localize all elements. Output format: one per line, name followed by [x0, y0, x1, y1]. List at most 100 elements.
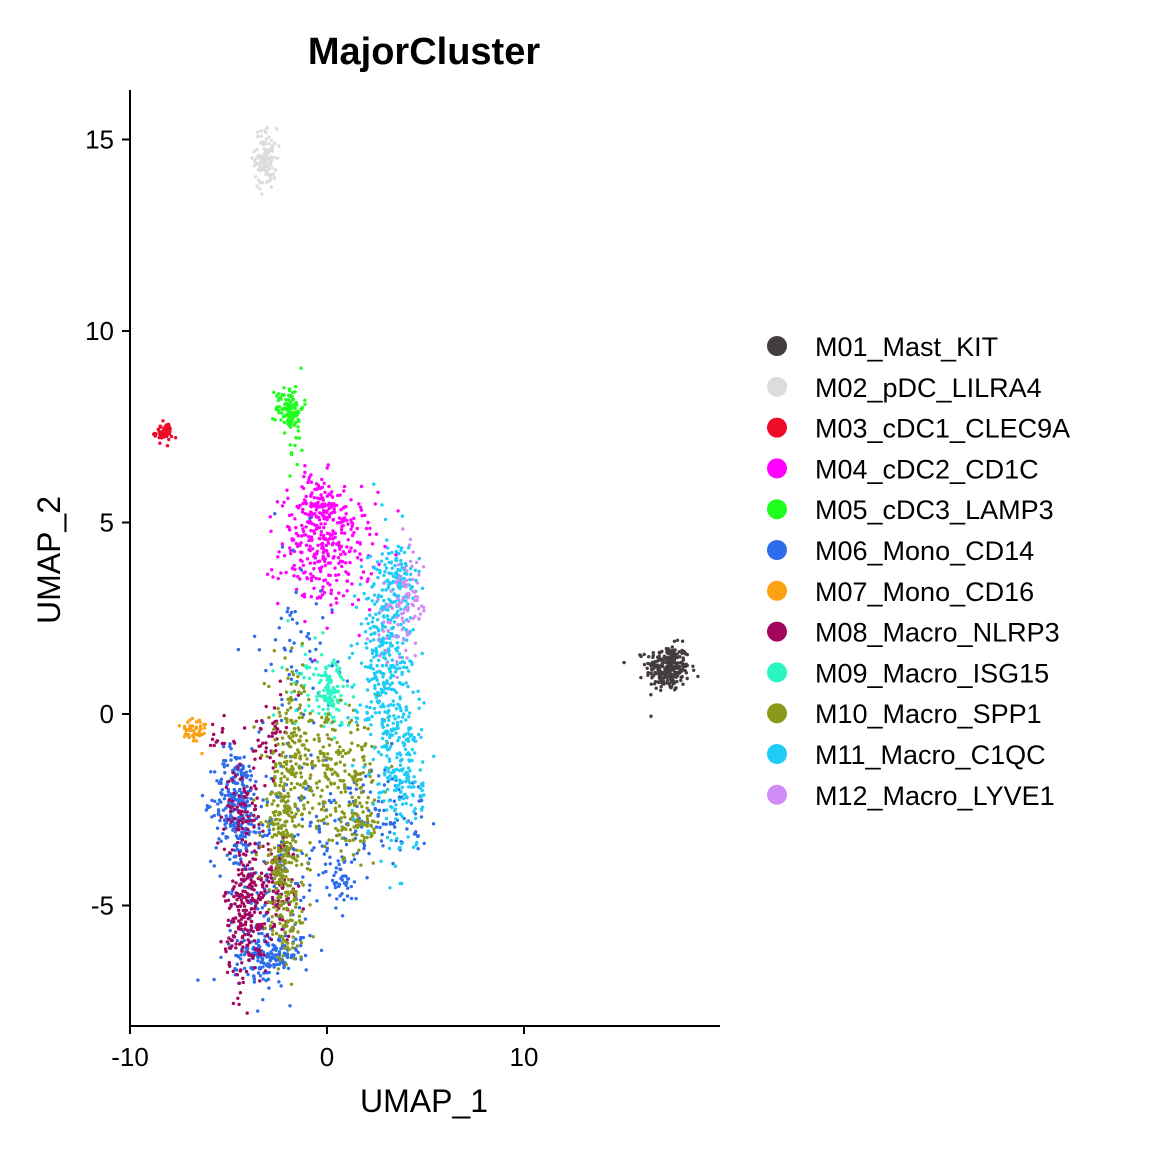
data-point	[222, 894, 226, 898]
data-point	[673, 688, 677, 692]
y-tick-label: 5	[100, 508, 114, 538]
data-point	[184, 729, 188, 733]
data-point	[289, 781, 294, 786]
data-point	[308, 824, 312, 828]
data-point	[275, 908, 279, 912]
data-point	[416, 834, 420, 838]
data-point	[301, 875, 305, 879]
data-point	[665, 675, 669, 679]
data-point	[387, 653, 392, 657]
data-point	[329, 782, 333, 786]
data-point	[665, 678, 670, 683]
data-point	[237, 873, 241, 877]
data-point	[273, 813, 277, 817]
x-tick-label: 10	[510, 1042, 539, 1072]
data-point	[332, 507, 336, 511]
data-point	[341, 560, 345, 564]
data-point	[334, 870, 338, 874]
data-point	[298, 766, 302, 770]
data-point	[306, 631, 311, 636]
data-point	[277, 952, 282, 956]
data-point	[318, 537, 322, 541]
data-point	[309, 528, 313, 533]
data-point	[394, 690, 399, 695]
data-point	[337, 516, 342, 520]
data-point	[362, 758, 366, 762]
data-point	[401, 712, 406, 716]
data-point	[246, 791, 250, 796]
data-point	[246, 827, 250, 832]
data-point	[281, 415, 286, 419]
data-point	[281, 961, 285, 965]
chart-title: MajorCluster	[308, 31, 540, 73]
data-point	[333, 510, 337, 514]
data-point	[240, 949, 244, 953]
data-point	[400, 757, 404, 762]
data-point	[252, 818, 256, 822]
data-point	[417, 607, 421, 611]
data-point	[294, 902, 299, 906]
data-point	[376, 690, 380, 695]
data-point	[157, 429, 161, 434]
data-point	[352, 516, 356, 520]
data-point	[325, 518, 329, 522]
data-point	[398, 661, 403, 665]
data-point	[322, 821, 327, 825]
data-point	[285, 408, 289, 412]
data-point	[228, 964, 232, 968]
data-point	[395, 649, 399, 653]
data-point	[315, 660, 320, 664]
data-point	[359, 863, 363, 867]
data-point	[300, 405, 305, 410]
data-point	[348, 549, 352, 553]
data-point	[240, 868, 244, 872]
data-point	[292, 957, 296, 961]
data-point	[327, 674, 332, 679]
data-point	[333, 819, 337, 823]
data-point	[260, 192, 264, 196]
data-point	[158, 441, 162, 445]
data-point	[244, 819, 248, 824]
data-point	[267, 167, 271, 171]
data-point	[285, 720, 289, 724]
data-point	[308, 561, 312, 565]
data-point	[362, 765, 366, 769]
data-point	[236, 647, 241, 652]
data-point	[393, 809, 397, 813]
data-point	[377, 808, 382, 813]
legend-item: M10_Macro_SPP1	[767, 699, 1042, 729]
data-point	[395, 596, 400, 600]
data-point	[277, 626, 281, 630]
data-point	[260, 925, 265, 929]
data-point	[296, 574, 300, 579]
data-point	[335, 601, 339, 605]
data-point	[279, 571, 283, 575]
data-point	[321, 616, 325, 620]
data-point	[246, 943, 250, 948]
data-point	[263, 147, 268, 152]
data-point	[361, 810, 365, 814]
data-point	[244, 908, 248, 913]
data-point	[308, 903, 312, 907]
data-point	[355, 823, 359, 827]
data-point	[276, 895, 281, 899]
data-point	[280, 411, 284, 415]
data-point	[262, 681, 266, 686]
data-point	[387, 766, 391, 771]
data-point	[191, 739, 196, 743]
data-point	[215, 779, 219, 783]
data-point	[270, 790, 274, 795]
data-point	[280, 703, 284, 707]
data-point	[375, 670, 379, 674]
data-point	[282, 880, 287, 884]
data-point	[337, 544, 341, 548]
data-point	[264, 137, 269, 141]
data-point	[286, 920, 290, 924]
data-point	[317, 704, 321, 709]
data-point	[290, 395, 294, 399]
data-point	[276, 803, 280, 808]
data-point	[251, 974, 256, 978]
data-point	[286, 966, 291, 971]
legend-marker	[767, 376, 787, 397]
data-point	[200, 751, 204, 756]
